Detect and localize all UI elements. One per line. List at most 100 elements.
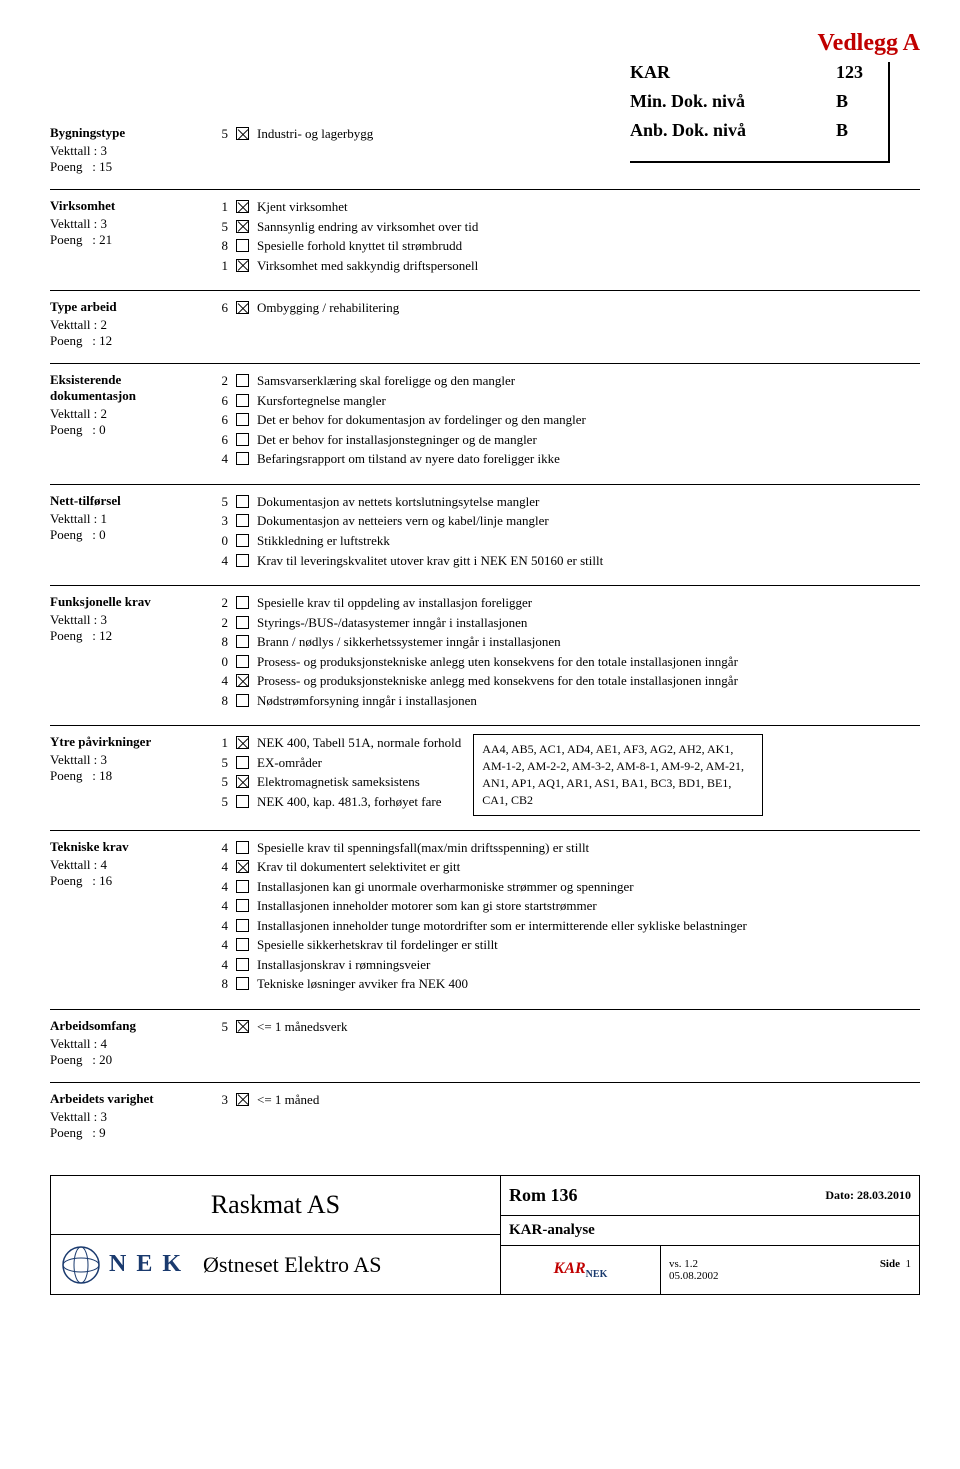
item-label: Samsvarserklæring skal foreligge og den … (257, 372, 920, 390)
anb-val: B (836, 120, 876, 141)
section-vekttall: Vekttall : 3 (50, 752, 210, 768)
section-poeng: Poeng : 12 (50, 628, 210, 644)
item-num: 5 (210, 793, 228, 811)
side-num: 1 (906, 1258, 912, 1270)
item-num: 8 (210, 237, 228, 255)
checkbox[interactable] (236, 860, 249, 873)
item-row: 1 NEK 400, Tabell 51A, normale forhold (210, 734, 461, 752)
item-label: Virksomhet med sakkyndig driftspersonell (257, 257, 920, 275)
item-row: 4 Krav til dokumentert selektivitet er g… (210, 858, 920, 876)
item-num: 4 (210, 897, 228, 915)
checkbox[interactable] (236, 736, 249, 749)
appendix-label: Vedlegg A (50, 30, 920, 57)
anb-label: Anb. Dok. nivå (630, 120, 790, 141)
item-num: 3 (210, 1091, 228, 1109)
item-num: 6 (210, 431, 228, 449)
min-label: Min. Dok. nivå (630, 91, 790, 112)
checkbox[interactable] (236, 452, 249, 465)
item-row: 5 <= 1 månedsverk (210, 1018, 920, 1036)
checkbox[interactable] (236, 1093, 249, 1106)
section-title: Type arbeid (50, 299, 210, 315)
item-label: Dokumentasjon av nettets kortslutningsyt… (257, 493, 920, 511)
checkbox[interactable] (236, 433, 249, 446)
checkbox[interactable] (236, 514, 249, 527)
item-label: Det er behov for installasjonstegninger … (257, 431, 920, 449)
checkbox[interactable] (236, 938, 249, 951)
checkbox[interactable] (236, 899, 249, 912)
header-box: KAR123 Min. Dok. nivåB Anb. Dok. nivåB (630, 62, 890, 163)
item-label: Krav til leveringskvalitet utover krav g… (257, 552, 920, 570)
checkbox[interactable] (236, 880, 249, 893)
kar-val: 123 (836, 62, 876, 83)
checkbox[interactable] (236, 655, 249, 668)
item-num: 0 (210, 653, 228, 671)
item-label: Spesielle sikkerhetskrav til fordelinger… (257, 936, 920, 954)
checkbox[interactable] (236, 616, 249, 629)
analyse-label: KAR-analyse (501, 1216, 919, 1246)
checkbox[interactable] (236, 495, 249, 508)
item-label: <= 1 måned (257, 1091, 920, 1109)
item-row: 3 Dokumentasjon av netteiers vern og kab… (210, 512, 920, 530)
checkbox[interactable] (236, 596, 249, 609)
item-num: 0 (210, 532, 228, 550)
section-title: Arbeidsomfang (50, 1018, 210, 1034)
date2: 05.08.2002 (669, 1270, 911, 1282)
checkbox[interactable] (236, 554, 249, 567)
item-label: Tekniske løsninger avviker fra NEK 400 (257, 975, 920, 993)
checkbox[interactable] (236, 694, 249, 707)
section: Arbeidets varighet Vekttall : 3 Poeng : … (50, 1082, 920, 1155)
item-num: 8 (210, 692, 228, 710)
section-poeng: Poeng : 18 (50, 768, 210, 784)
item-row: 8 Brann / nødlys / sikkerhetssystemer in… (210, 633, 920, 651)
company1: Raskmat AS (51, 1176, 500, 1236)
section-poeng: Poeng : 15 (50, 159, 210, 175)
kar-brand-logo: KARNEK (501, 1246, 661, 1294)
item-row: 5 EX-områder (210, 754, 461, 772)
item-row: 3 <= 1 måned (210, 1091, 920, 1109)
checkbox[interactable] (236, 394, 249, 407)
checkbox[interactable] (236, 534, 249, 547)
checkbox[interactable] (236, 841, 249, 854)
item-row: 8 Tekniske løsninger avviker fra NEK 400 (210, 975, 920, 993)
item-label: NEK 400, kap. 481.3, forhøyet fare (257, 793, 461, 811)
item-num: 5 (210, 754, 228, 772)
checkbox[interactable] (236, 413, 249, 426)
checkbox[interactable] (236, 775, 249, 788)
nek-text: N E K (109, 1251, 183, 1278)
checkbox[interactable] (236, 127, 249, 140)
section-title: Arbeidets varighet (50, 1091, 210, 1107)
checkbox[interactable] (236, 977, 249, 990)
checkbox[interactable] (236, 958, 249, 971)
checkbox[interactable] (236, 674, 249, 687)
checkbox[interactable] (236, 301, 249, 314)
item-label: Brann / nødlys / sikkerhetssystemer inng… (257, 633, 920, 651)
checkbox[interactable] (236, 919, 249, 932)
item-row: 2 Samsvarserklæring skal foreligge og de… (210, 372, 920, 390)
item-num: 5 (210, 1018, 228, 1036)
section-poeng: Poeng : 21 (50, 232, 210, 248)
checkbox[interactable] (236, 756, 249, 769)
checkbox[interactable] (236, 374, 249, 387)
checkbox[interactable] (236, 635, 249, 648)
section: Funksjonelle krav Vekttall : 3 Poeng : 1… (50, 585, 920, 725)
item-num: 4 (210, 917, 228, 935)
section-vekttall: Vekttall : 3 (50, 143, 210, 159)
section-vekttall: Vekttall : 3 (50, 216, 210, 232)
checkbox[interactable] (236, 239, 249, 252)
item-label: Installasjonen inneholder tunge motordri… (257, 917, 920, 935)
item-num: 2 (210, 372, 228, 390)
section-vekttall: Vekttall : 2 (50, 406, 210, 422)
item-row: 4 Befaringsrapport om tilstand av nyere … (210, 450, 920, 468)
item-num: 6 (210, 299, 228, 317)
checkbox[interactable] (236, 795, 249, 808)
checkbox[interactable] (236, 1020, 249, 1033)
item-label: Kjent virksomhet (257, 198, 920, 216)
item-label: Installasjonskrav i rømningsveier (257, 956, 920, 974)
item-num: 5 (210, 125, 228, 143)
checkbox[interactable] (236, 259, 249, 272)
checkbox[interactable] (236, 220, 249, 233)
side-label: Side (880, 1258, 900, 1270)
item-num: 1 (210, 198, 228, 216)
checkbox[interactable] (236, 200, 249, 213)
min-val: B (836, 91, 876, 112)
